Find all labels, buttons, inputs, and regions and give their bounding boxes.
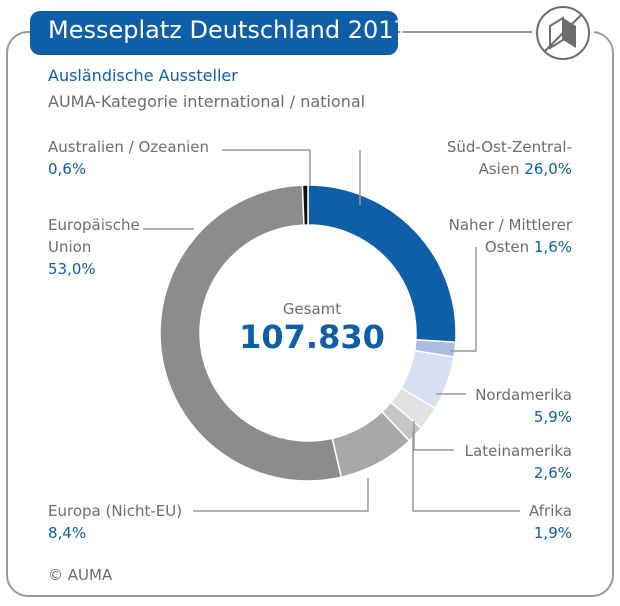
- donut-slices: [159, 184, 457, 482]
- label-eu-name-2: Union: [48, 238, 92, 256]
- label-australien: Australien / Ozeanien 0,6%: [48, 136, 209, 180]
- label-suedost: Süd-Ost-Zentral- Asien 26,0%: [390, 136, 572, 180]
- label-europa-nicht-eu-name: Europa (Nicht-EU): [48, 502, 183, 520]
- auma-logo-icon: [532, 4, 594, 62]
- label-lateinamerika-pct: 2,6%: [533, 464, 572, 482]
- leader-afrika: [412, 431, 520, 512]
- leader-naher: [450, 247, 477, 352]
- leader-lateinamerika: [413, 421, 454, 451]
- label-australien-name: Australien / Ozeanien: [48, 138, 209, 156]
- copyright: © AUMA: [48, 566, 113, 584]
- label-suedost-name-1: Süd-Ost-Zentral-: [446, 138, 572, 156]
- leader-europa-nicht-eu: [193, 478, 369, 512]
- leader-lines: [143, 149, 520, 512]
- label-eu: Europäische Union 53,0%: [48, 214, 140, 280]
- center-total-label: Gesamt: [282, 300, 342, 318]
- label-afrika-name: Afrika: [529, 502, 572, 520]
- chart-frame: [6, 31, 614, 597]
- label-nordamerika-pct: 5,9%: [533, 408, 572, 426]
- donut-slice-europäische-union: [159, 184, 343, 482]
- label-lateinamerika: Lateinamerika 2,6%: [440, 440, 572, 484]
- center-total-value: 107.830: [239, 318, 385, 356]
- label-naher-name-1: Naher / Mittlerer: [448, 216, 572, 234]
- label-naher-pct: 1,6%: [533, 238, 572, 256]
- label-lateinamerika-name: Lateinamerika: [464, 442, 572, 460]
- label-afrika: Afrika 1,9%: [440, 500, 572, 544]
- label-australien-pct: 0,6%: [48, 160, 87, 178]
- label-suedost-name-2: Asien: [478, 160, 520, 178]
- label-europa-nicht-eu: Europa (Nicht-EU) 8,4%: [48, 500, 182, 544]
- title-banner: [30, 11, 398, 55]
- donut-slice-australien-ozeanien: [301, 184, 309, 226]
- label-eu-pct: 53,0%: [48, 260, 96, 278]
- label-afrika-pct: 1,9%: [533, 524, 572, 542]
- chart-title: Messeplatz Deutschland 2017: [48, 16, 409, 44]
- subtitle-foreign-exhibitors: Ausländische Aussteller: [48, 66, 238, 85]
- label-nordamerika-name: Nordamerika: [475, 386, 572, 404]
- label-suedost-pct: 26,0%: [524, 160, 572, 178]
- leader-australien: [222, 149, 311, 186]
- subtitle-category: AUMA-Kategorie international / national: [48, 92, 366, 111]
- label-nordamerika: Nordamerika 5,9%: [440, 384, 572, 428]
- label-naher-osten: Naher / Mittlerer Osten 1,6%: [390, 214, 572, 258]
- label-europa-nicht-eu-pct: 8,4%: [48, 524, 87, 542]
- label-naher-name-2: Osten: [484, 238, 530, 256]
- label-eu-name-1: Europäische: [48, 216, 140, 234]
